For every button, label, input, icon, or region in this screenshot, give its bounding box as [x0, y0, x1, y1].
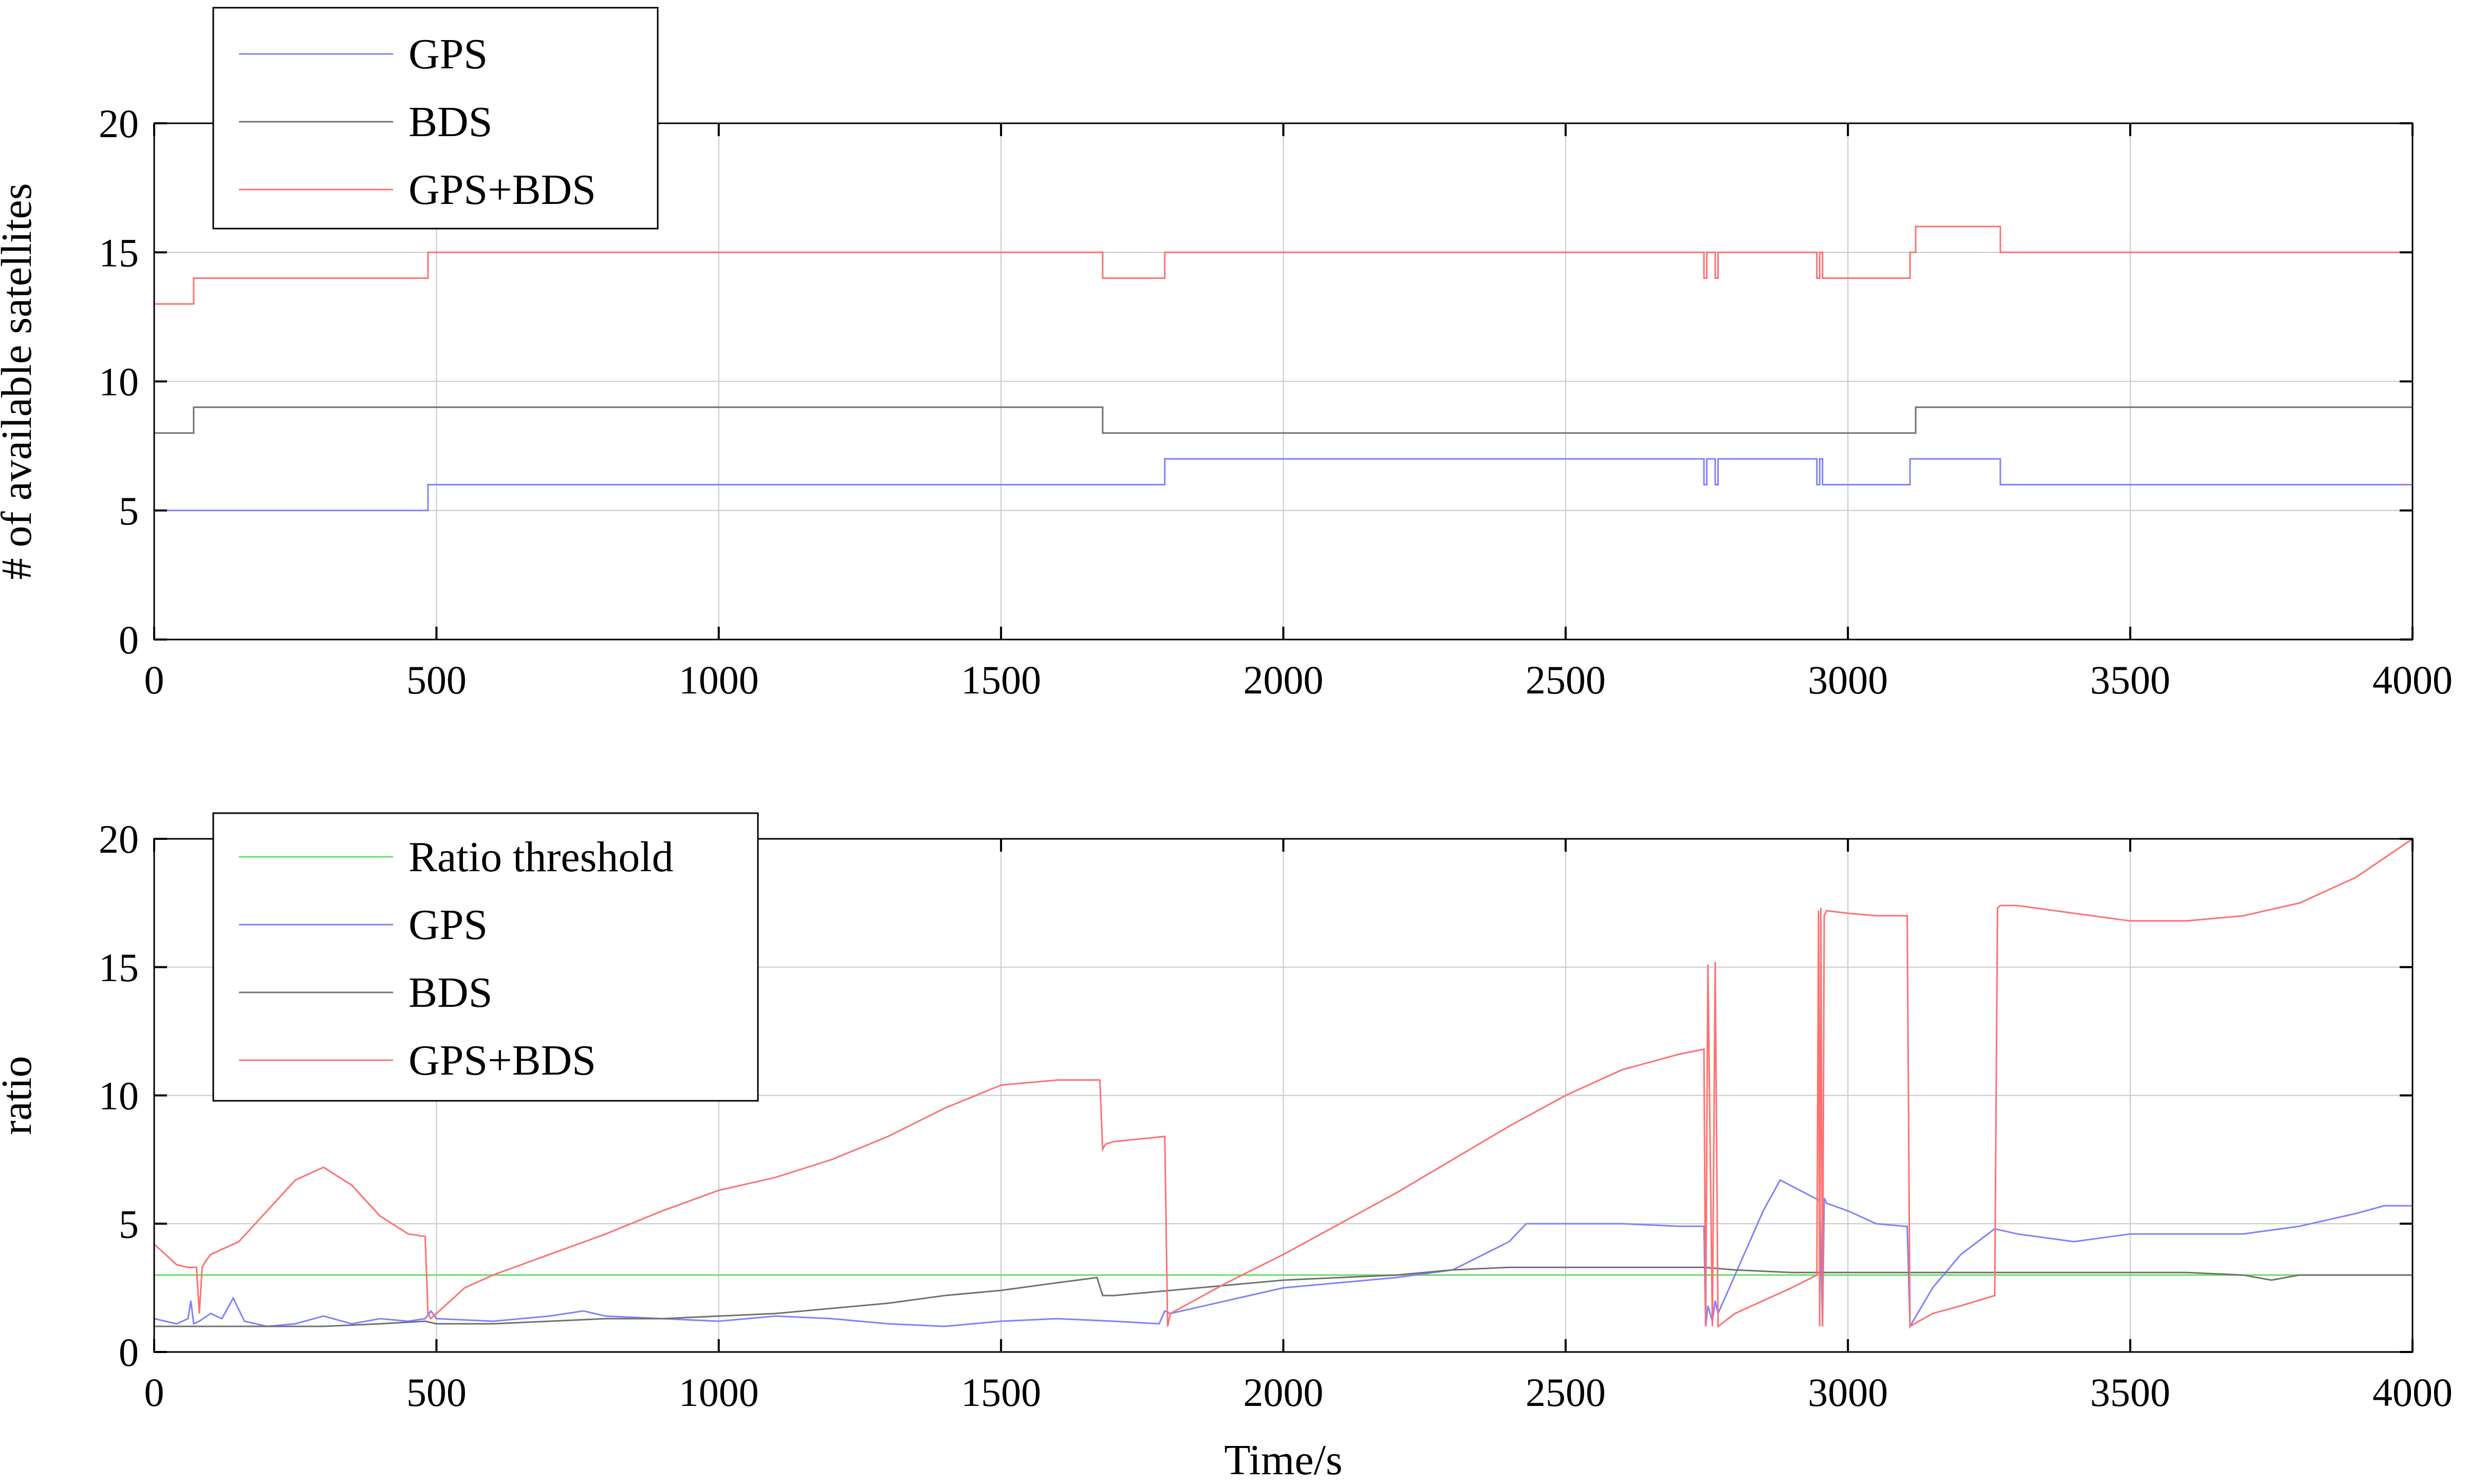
ratio-x-tick-label: 2000: [1244, 1370, 1324, 1415]
ratio-x-tick-label: 4000: [2372, 1370, 2453, 1415]
satellites-x-tick-label: 500: [406, 658, 467, 702]
ratio-y-tick-label: 5: [119, 1201, 139, 1246]
satellites-y-tick-label: 10: [99, 360, 139, 404]
ratio-y-tick-label: 0: [119, 1330, 139, 1375]
satellites-x-tick-label: 2500: [1526, 658, 1606, 702]
ratio-legend-label: BDS: [409, 969, 492, 1017]
ratio-panel: 0 500 1000 1500 2000 2500 3000 3500 4000 0 5 10 15 20…: [0, 812, 2453, 1484]
satellites-y-tick-label: 0: [119, 617, 139, 662]
satellites-legend-label: GPS: [409, 30, 488, 78]
ratio-legend-box: [212, 812, 759, 1102]
ratio-legend-label: GPS: [409, 901, 488, 949]
satellites-legend-label: BDS: [409, 98, 492, 146]
ratio-y-tick-label: 10: [99, 1074, 139, 1118]
satellites-panel: 0 500 1000 1500 2000 2500 3000 3500 4000 0 5 10 15 20…: [0, 7, 2453, 702]
ratio-y-tick-label: 20: [99, 817, 139, 861]
ratio-x-tick-label: 3500: [2090, 1370, 2170, 1415]
ratio-series-gps-bds: [153, 838, 2413, 1328]
satellites-x-tick-label: 3000: [1808, 658, 1888, 702]
satellites-x-tick-label: 0: [144, 658, 164, 702]
satellites-legend: GPS BDS GPS+BDS: [212, 7, 659, 230]
satellites-series-bds: [154, 406, 2413, 434]
satellites-x-tick-label: 1000: [679, 658, 759, 702]
ratio-x-tick-label: 0: [144, 1370, 164, 1415]
ratio-y-axis-label: ratio: [0, 1056, 41, 1135]
ratio-series-gps: [154, 1179, 2413, 1329]
satellites-series-gps-bds: [154, 226, 2413, 305]
ratio-legend: Ratio threshold GPS BDS GPS+BDS: [212, 812, 759, 1102]
satellites-x-tick-label: 1500: [961, 658, 1041, 702]
satellites-y-tick-label: 15: [99, 230, 139, 275]
satellites-series-gps: [154, 458, 2413, 512]
time-x-axis-label: Time/s: [1224, 1436, 1342, 1484]
ratio-x-tick-label: 2500: [1526, 1370, 1606, 1415]
ratio-y-tick-label: 15: [99, 945, 139, 990]
satellites-x-tick-label: 4000: [2372, 658, 2453, 702]
ratio-x-tick-label: 1000: [679, 1370, 759, 1415]
satellites-y-tick-label: 20: [99, 101, 139, 146]
ratio-x-tick-label: 500: [406, 1370, 467, 1415]
satellites-legend-box: [212, 7, 659, 230]
ratio-legend-label: GPS+BDS: [409, 1037, 596, 1084]
satellites-legend-label: GPS+BDS: [409, 166, 596, 214]
ratio-x-tick-label: 3000: [1808, 1370, 1888, 1415]
satellites-y-axis-label: # of available satellites: [0, 183, 41, 579]
satellites-y-tick-label: 5: [119, 489, 139, 533]
ratio-x-tick-label: 1500: [961, 1370, 1041, 1415]
ratio-series-bds: [154, 1266, 2413, 1327]
ratio-legend-label: Ratio threshold: [409, 833, 674, 881]
satellites-x-tick-label: 2000: [1244, 658, 1324, 702]
satellites-x-tick-label: 3500: [2090, 658, 2170, 702]
